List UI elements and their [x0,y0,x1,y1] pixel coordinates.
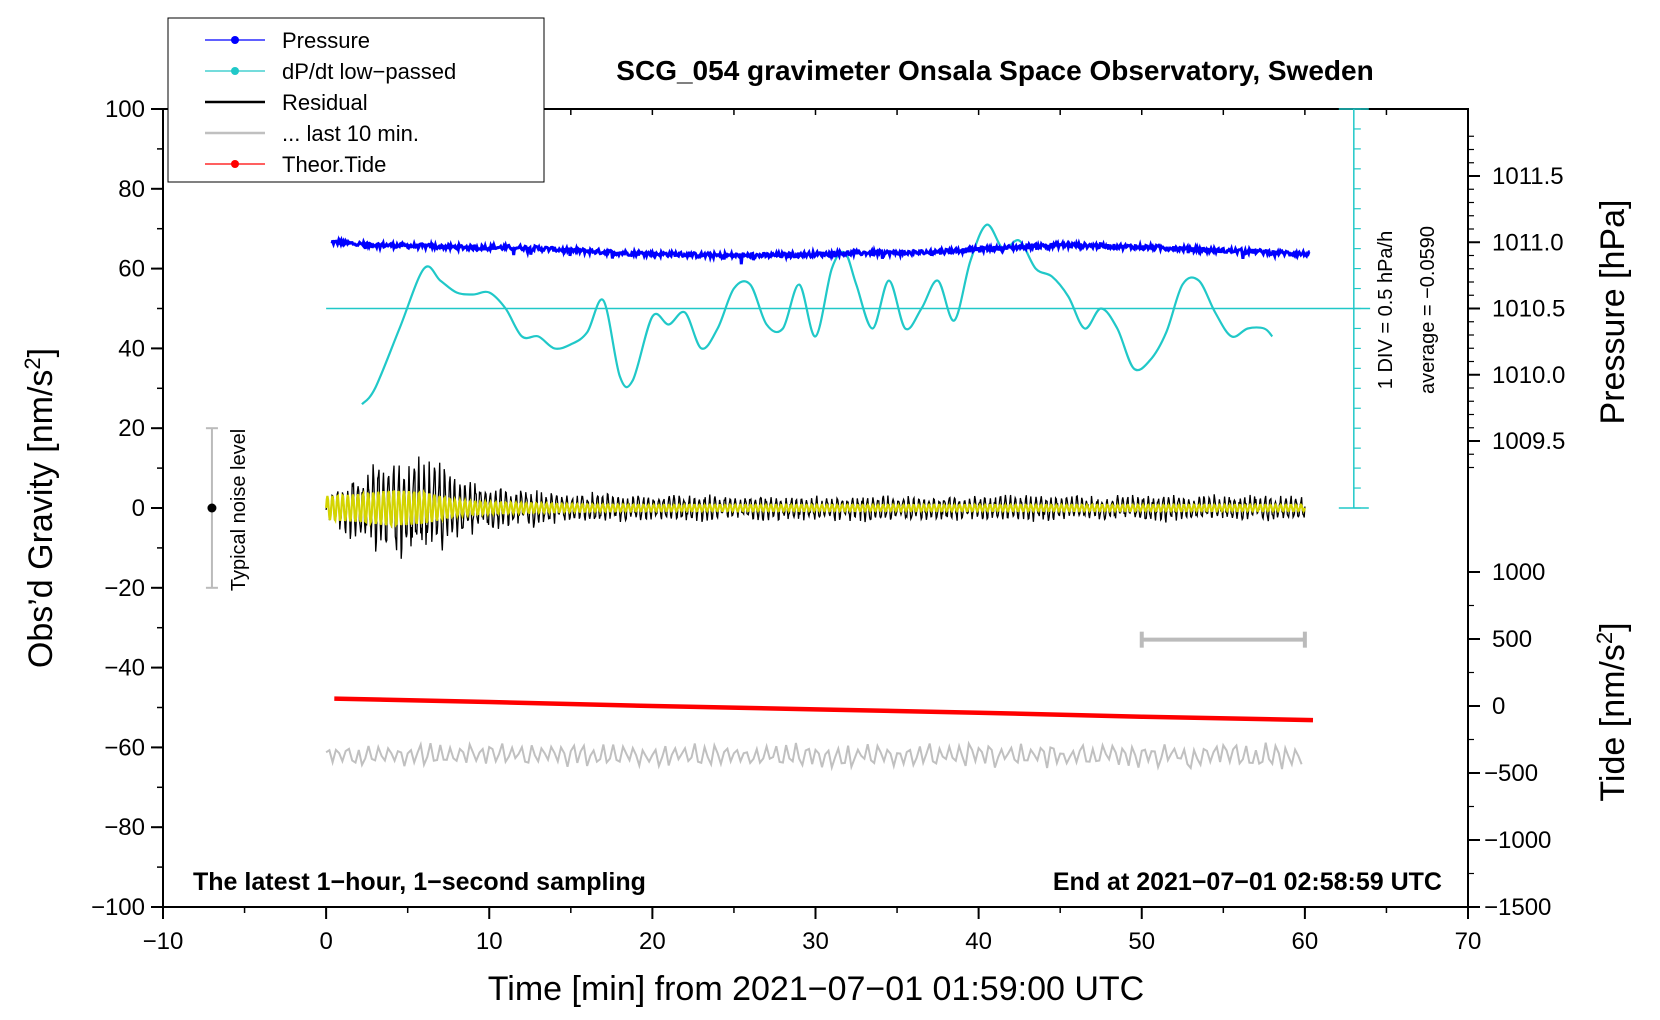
pressure-tick-label: 1010.0 [1492,362,1565,389]
pressure-tick-label: 1010.5 [1492,296,1565,323]
tide-series-line [334,696,1314,723]
legend-label: ... last 10 min. [282,121,419,146]
tide-axis-title-sup: 2 [1592,632,1617,644]
pressure-tick-label: 1011.0 [1492,229,1564,256]
tide-tick-label: −500 [1484,760,1538,787]
x-tick-label: 20 [639,928,666,955]
end-time-note: End at 2021−07−01 02:58:59 UTC [1053,868,1442,896]
y-tick-label: 100 [105,96,145,123]
y-tick-label: 0 [132,495,145,522]
x-axis-title-date-end: 01 01:59:00 UTC [885,970,1144,1008]
last-10min-series-line [325,740,1303,772]
x-tick-label: 70 [1455,928,1482,955]
x-axis-title: Time [min] from 2021−07−01 01:59:00 UTC [488,970,1144,1008]
legend-box [167,17,545,183]
tide-axis-title-close: ] [1594,622,1632,631]
tide-tick-label: −1500 [1484,894,1551,921]
pressure-series-line [330,235,1311,265]
chart-title: SCG_054 gravimeter Onsala Space Observat… [616,55,1373,86]
legend-label: Theor.Tide [282,152,386,177]
legend-swatch-dot [231,67,239,75]
tide-tick-label: 1000 [1492,559,1545,586]
tide-axis-title-main: Tide [nm/s [1594,644,1632,801]
noise-level-center-dot [207,503,217,513]
x-axis-title-prefix: Time [min] from 2021 [488,970,808,1008]
x-tick-label: 0 [319,928,332,955]
y-tick-label: 80 [118,176,145,203]
y-tick-label: −20 [104,575,145,602]
x-tick-label: 10 [476,928,503,955]
x-tick-label: 50 [1128,928,1155,955]
div-scale-label: 1 DIV = 0.5 hPa/h [1375,231,1397,389]
left-axis-title-main: Obs’d Gravity [nm/s [22,370,60,669]
tide-tick-label: 0 [1492,693,1505,720]
y-tick-label: −60 [104,734,145,761]
y-tick-label: −40 [104,655,145,682]
legend-label: Pressure [282,28,370,53]
x-tick-label: 40 [965,928,992,955]
average-label: average = −0.0590 [1417,226,1439,394]
pressure-axis-title: Pressure [hPa] [1594,200,1632,425]
x-tick-label: −10 [143,928,184,955]
noise-level-label: Typical noise level [228,429,250,591]
left-axis-title: Obs’d Gravity [nm/s2] [20,348,60,668]
legend-swatch-dot [231,160,239,168]
pressure-tick-label: 1011.5 [1492,163,1564,190]
tide-tick-label: 500 [1492,626,1532,653]
y-tick-label: 60 [118,256,145,283]
sampling-note: The latest 1−hour, 1−second sampling [193,868,646,896]
tide-tick-label: −1000 [1484,827,1551,854]
y-tick-label: 40 [118,335,145,362]
dpdt-series-line [361,223,1274,406]
x-tick-label: 30 [802,928,829,955]
x-axis-title-date-mid: 07 [828,970,866,1008]
left-axis-title-sup: 2 [20,357,45,369]
legend: Pressure dP/dt low−passed Residual ... last… [167,17,545,183]
legend-label: Residual [282,90,368,115]
pressure-tick-label: 1009.5 [1492,428,1565,455]
legend-label: dP/dt low−passed [282,59,456,84]
legend-swatch-dot [231,36,239,44]
y-tick-label: −80 [104,814,145,841]
left-axis-title-close: ] [22,348,60,357]
y-tick-label: 20 [118,415,145,442]
residual-lowpassed-series-line [325,489,1306,530]
tide-axis-title: Tide [nm/s2] [1592,622,1632,801]
y-tick-label: −100 [91,894,145,921]
x-tick-label: 60 [1292,928,1319,955]
